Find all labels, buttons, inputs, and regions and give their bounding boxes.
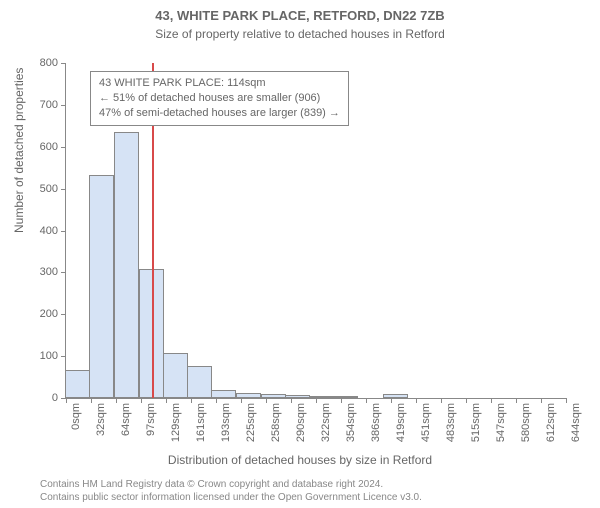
y-tick-label: 100 (18, 350, 58, 362)
chart-area: 01002003004005006007008000sqm32sqm64sqm9… (65, 63, 565, 398)
x-axis-label: Distribution of detached houses by size … (0, 453, 600, 467)
x-tick-label: 193sqm (220, 403, 232, 442)
x-tick-label: 612sqm (545, 403, 557, 442)
y-tick-label: 800 (18, 57, 58, 69)
x-tick-label: 258sqm (270, 403, 282, 442)
x-tick-mark (141, 398, 142, 403)
y-tick-label: 600 (18, 141, 58, 153)
x-tick-label: 129sqm (170, 403, 182, 442)
x-tick-label: 644sqm (570, 403, 582, 442)
histogram-bar (65, 370, 90, 398)
y-tick-mark (61, 63, 66, 64)
histogram-bar (163, 353, 188, 398)
x-tick-label: 547sqm (495, 403, 507, 442)
histogram-bar (383, 394, 408, 398)
y-tick-mark (61, 356, 66, 357)
page-subtitle: Size of property relative to detached ho… (0, 27, 600, 41)
y-tick-label: 700 (18, 99, 58, 111)
x-tick-mark (216, 398, 217, 403)
x-tick-label: 483sqm (445, 403, 457, 442)
page-title: 43, WHITE PARK PLACE, RETFORD, DN22 7ZB (0, 8, 600, 23)
histogram-bar (236, 393, 261, 398)
x-tick-label: 515sqm (470, 403, 482, 442)
histogram-bar (187, 366, 212, 398)
x-tick-label: 580sqm (520, 403, 532, 442)
annotation-line-2: ← 51% of detached houses are smaller (90… (99, 91, 340, 106)
x-tick-mark (416, 398, 417, 403)
x-tick-mark (341, 398, 342, 403)
x-tick-mark (266, 398, 267, 403)
y-tick-mark (61, 231, 66, 232)
attribution: Contains HM Land Registry data © Crown c… (40, 478, 422, 504)
histogram-bar (333, 396, 358, 399)
x-tick-label: 97sqm (145, 403, 157, 436)
y-tick-label: 0 (18, 392, 58, 404)
x-tick-mark (241, 398, 242, 403)
x-tick-label: 290sqm (295, 403, 307, 442)
histogram-bar (89, 175, 114, 398)
x-tick-mark (116, 398, 117, 403)
x-tick-mark (166, 398, 167, 403)
attribution-line-1: Contains HM Land Registry data © Crown c… (40, 478, 422, 491)
histogram-bar (261, 394, 286, 398)
histogram-bar (114, 132, 139, 398)
y-tick-label: 200 (18, 308, 58, 320)
x-tick-mark (366, 398, 367, 403)
annotation-line-3: 47% of semi-detached houses are larger (… (99, 106, 340, 121)
y-tick-label: 500 (18, 183, 58, 195)
x-tick-label: 322sqm (320, 403, 332, 442)
attribution-line-2: Contains public sector information licen… (40, 491, 422, 504)
x-tick-label: 451sqm (420, 403, 432, 442)
x-tick-mark (491, 398, 492, 403)
y-tick-label: 300 (18, 266, 58, 278)
x-tick-label: 225sqm (245, 403, 257, 442)
histogram-bar (285, 395, 310, 398)
x-tick-mark (391, 398, 392, 403)
y-tick-mark (61, 314, 66, 315)
y-tick-mark (61, 189, 66, 190)
y-tick-mark (61, 272, 66, 273)
histogram-bar (309, 396, 334, 399)
x-tick-label: 386sqm (370, 403, 382, 442)
y-tick-mark (61, 147, 66, 148)
x-tick-label: 161sqm (195, 403, 207, 442)
x-tick-label: 32sqm (95, 403, 107, 436)
histogram-bar (139, 269, 164, 398)
y-tick-mark (61, 105, 66, 106)
x-tick-label: 354sqm (345, 403, 357, 442)
annotation-box: 43 WHITE PARK PLACE: 114sqm ← 51% of det… (90, 71, 349, 126)
y-tick-label: 400 (18, 225, 58, 237)
x-tick-label: 419sqm (395, 403, 407, 442)
x-tick-label: 0sqm (70, 403, 82, 430)
x-tick-mark (516, 398, 517, 403)
x-tick-label: 64sqm (120, 403, 132, 436)
annotation-line-1: 43 WHITE PARK PLACE: 114sqm (99, 76, 340, 91)
x-tick-mark (91, 398, 92, 403)
histogram-bar (211, 390, 236, 398)
x-tick-mark (291, 398, 292, 403)
x-tick-mark (66, 398, 67, 403)
x-tick-mark (191, 398, 192, 403)
x-tick-mark (441, 398, 442, 403)
x-tick-mark (316, 398, 317, 403)
x-tick-mark (466, 398, 467, 403)
x-tick-mark (566, 398, 567, 403)
x-tick-mark (541, 398, 542, 403)
